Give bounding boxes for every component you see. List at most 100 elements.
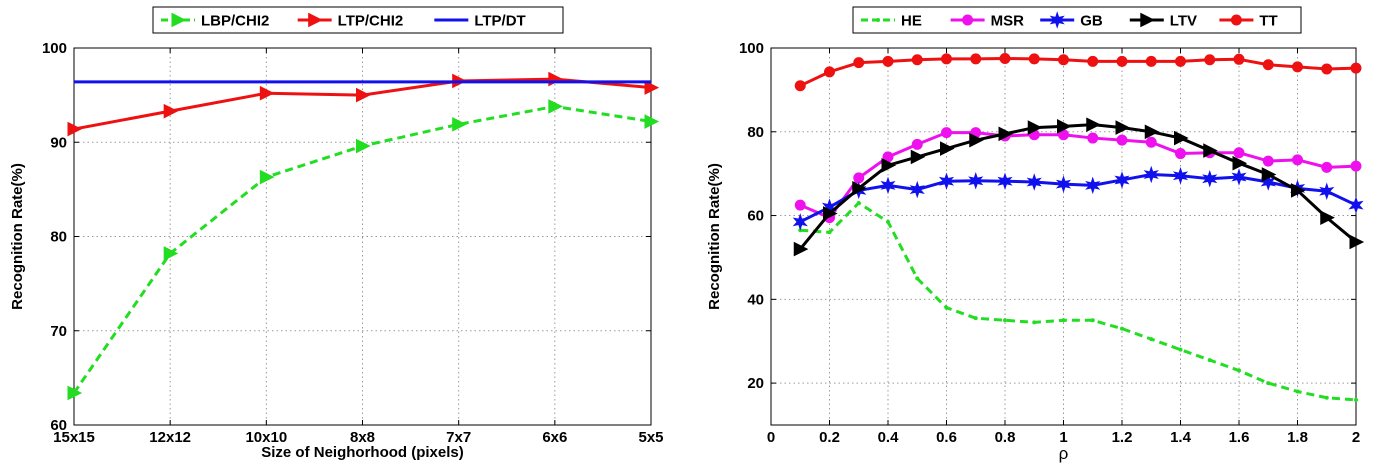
data-point: [1143, 165, 1159, 184]
data-point: [1320, 210, 1335, 225]
data-point: [452, 117, 467, 132]
series-line: [73, 77, 652, 131]
data-point: [1319, 182, 1335, 201]
legend-marker: [1049, 11, 1065, 29]
data-point: [1204, 54, 1216, 66]
data-point: [941, 127, 952, 139]
data-point: [1116, 55, 1128, 67]
data-point: [1262, 155, 1274, 167]
data-point: [1115, 120, 1131, 135]
data-point: [1145, 136, 1157, 148]
legend-box: [152, 6, 564, 34]
x-tick-label: 7x7: [446, 429, 471, 446]
data-point: [793, 241, 809, 257]
x-tick-label: 0.4: [878, 429, 900, 446]
x-axis-label: Size of Neighorhood (pixels): [261, 444, 464, 461]
x-tick-label: 0.8: [995, 429, 1016, 446]
data-point: [1349, 234, 1365, 250]
legend-label: HE: [901, 13, 922, 30]
data-point: [1003, 318, 1007, 323]
data-point: [998, 126, 1014, 142]
data-point: [1149, 337, 1154, 342]
data-point: [794, 199, 806, 211]
series-ltv: [793, 117, 1365, 257]
x-tick-label: 1.8: [1287, 429, 1308, 446]
data-point: [1203, 143, 1218, 158]
data-point: [968, 172, 984, 190]
data-point: [1116, 134, 1128, 146]
data-point: [1090, 318, 1095, 323]
legend-label: LTP/CHI2: [338, 13, 404, 30]
data-point: [915, 276, 920, 281]
data-point: [1321, 63, 1333, 75]
legend-marker: [876, 18, 880, 22]
data-point: [853, 172, 865, 184]
data-point: [1144, 124, 1160, 140]
x-tick-label: 5x5: [638, 429, 663, 446]
data-point: [356, 87, 371, 103]
data-point: [1145, 55, 1157, 67]
legend-label: LTP/DT: [474, 13, 525, 30]
x-axis-label: ρ: [1059, 444, 1069, 463]
legend: HE MSR GB LTV TT: [852, 6, 1302, 34]
data-point: [823, 206, 838, 221]
legend-label: TT: [1259, 13, 1277, 30]
data-point: [1348, 196, 1364, 214]
chart-1: 60 70 80 90 100 15x15 12x12 10x10 8x8 7x7 6x6 5x5 Si…: [9, 6, 664, 461]
data-point: [969, 132, 984, 148]
chart-2: 20 40 60 80 100 0 0.2 0.4 0.6 0.8 1 1.2 1.4 1.6 1.8 2 ρ R…: [706, 6, 1365, 463]
y-tick-label: 80: [747, 124, 764, 141]
y-tick-label: 100: [42, 40, 67, 57]
x-tick-label: 15x15: [53, 429, 95, 446]
legend-marker: [1230, 14, 1242, 26]
data-point: [852, 181, 867, 196]
data-point: [1295, 389, 1300, 394]
data-point: [163, 246, 179, 261]
y-tick-label: 40: [747, 291, 764, 308]
data-point: [1028, 53, 1040, 65]
data-point: [356, 138, 371, 154]
data-point: [1175, 55, 1186, 67]
data-point: [548, 71, 563, 87]
data-point: [1231, 168, 1247, 186]
data-point: [973, 316, 978, 321]
data-point: [1262, 59, 1274, 71]
data-point: [259, 85, 275, 101]
data-point: [1120, 326, 1124, 331]
data-point: [1178, 347, 1183, 352]
data-point: [881, 157, 897, 173]
x-tick-label: 0: [767, 429, 775, 446]
x-tick-label: 0.6: [936, 429, 957, 446]
data-point: [1321, 161, 1333, 173]
data-point: [644, 114, 660, 129]
data-point: [1174, 130, 1189, 146]
data-point: [886, 219, 890, 224]
data-point: [910, 149, 926, 165]
series-he: [798, 200, 1358, 402]
x-tick-label: 0.2: [819, 429, 840, 446]
data-point: [1233, 147, 1245, 159]
data-point: [944, 305, 949, 310]
y-tick-label: 90: [50, 134, 67, 151]
series-tt: [794, 52, 1362, 92]
legend-marker: [171, 12, 187, 28]
y-tick-label: 60: [50, 417, 67, 434]
data-point: [1266, 381, 1271, 386]
y-tick-label: 70: [50, 323, 67, 340]
x-tick-label: 10x10: [245, 429, 287, 446]
data-point: [911, 54, 923, 66]
data-point: [1232, 155, 1248, 171]
data-point: [1087, 55, 1099, 67]
data-point: [1292, 154, 1303, 166]
data-point: [259, 169, 275, 185]
series-gb: [792, 165, 1364, 231]
legend-label: LTV: [1170, 13, 1197, 30]
data-point: [1175, 148, 1186, 160]
y-axis-label: Recognition Rate(%): [9, 163, 26, 310]
series-lbp-chi2: [67, 99, 660, 401]
data-point: [997, 172, 1013, 190]
data-point: [1055, 175, 1072, 193]
series-msr: [794, 127, 1362, 224]
data-point: [824, 66, 835, 78]
data-point: [1085, 176, 1101, 195]
